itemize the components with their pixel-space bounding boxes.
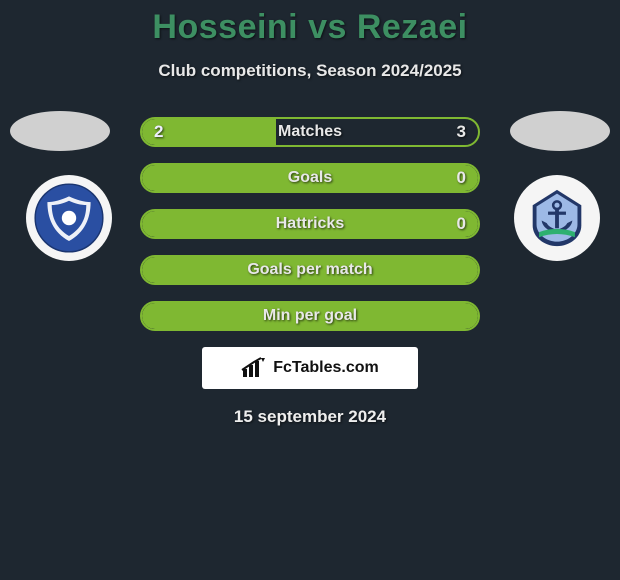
- date-label: 15 september 2024: [0, 407, 620, 427]
- stats-area: 2 Matches 3 Goals 0 Hattricks 0 Goals pe…: [0, 117, 620, 427]
- club-logo-right: [514, 175, 600, 261]
- stat-label: Goals per match: [142, 261, 478, 279]
- stat-right-value: 0: [457, 168, 466, 188]
- stat-right-value: 0: [457, 214, 466, 234]
- stat-label: Hattricks: [142, 215, 478, 233]
- brand-link[interactable]: FcTables.com: [202, 347, 418, 389]
- stat-label: Min per goal: [142, 307, 478, 325]
- stat-row-goals-per-match: Goals per match: [140, 255, 480, 285]
- stat-right-value: 3: [457, 122, 466, 142]
- stat-rows: 2 Matches 3 Goals 0 Hattricks 0 Goals pe…: [140, 117, 480, 331]
- stat-row-hattricks: Hattricks 0: [140, 209, 480, 239]
- stat-row-min-per-goal: Min per goal: [140, 301, 480, 331]
- chart-icon: [241, 357, 267, 379]
- stat-row-matches: 2 Matches 3: [140, 117, 480, 147]
- player-avatar-right: [510, 111, 610, 151]
- shield-icon: [33, 182, 105, 254]
- anchor-icon: [525, 186, 589, 250]
- stat-label: Matches: [142, 123, 478, 141]
- stat-row-goals: Goals 0: [140, 163, 480, 193]
- main-container: Hosseini vs Rezaei Club competitions, Se…: [0, 0, 620, 427]
- subtitle: Club competitions, Season 2024/2025: [0, 61, 620, 81]
- player-avatar-left: [10, 111, 110, 151]
- brand-label: FcTables.com: [273, 359, 379, 377]
- club-logo-left: [26, 175, 112, 261]
- page-title: Hosseini vs Rezaei: [0, 8, 620, 47]
- stat-label: Goals: [142, 169, 478, 187]
